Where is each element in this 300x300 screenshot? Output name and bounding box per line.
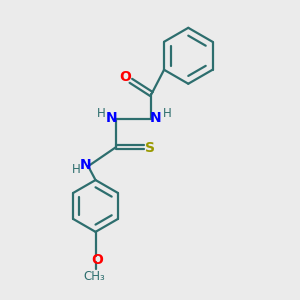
Text: H: H bbox=[71, 163, 80, 176]
Text: S: S bbox=[145, 141, 155, 155]
Text: O: O bbox=[120, 70, 131, 84]
Text: N: N bbox=[150, 111, 162, 124]
Text: CH₃: CH₃ bbox=[83, 269, 105, 283]
Text: H: H bbox=[162, 107, 171, 120]
Text: N: N bbox=[106, 111, 118, 124]
Text: H: H bbox=[97, 107, 105, 120]
Text: O: O bbox=[91, 254, 103, 267]
Text: N: N bbox=[80, 158, 92, 172]
